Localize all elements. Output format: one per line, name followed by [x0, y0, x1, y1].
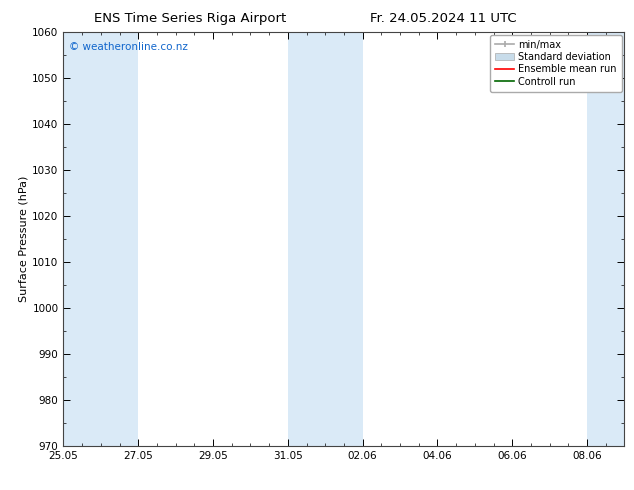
Bar: [63, 32, 138, 446]
Y-axis label: Surface Pressure (hPa): Surface Pressure (hPa): [18, 176, 28, 302]
Bar: [288, 32, 363, 446]
Bar: [587, 32, 624, 446]
Text: Fr. 24.05.2024 11 UTC: Fr. 24.05.2024 11 UTC: [370, 12, 517, 25]
Text: ENS Time Series Riga Airport: ENS Time Series Riga Airport: [94, 12, 287, 25]
Text: © weatheronline.co.nz: © weatheronline.co.nz: [69, 42, 188, 52]
Legend: min/max, Standard deviation, Ensemble mean run, Controll run: min/max, Standard deviation, Ensemble me…: [490, 35, 621, 92]
